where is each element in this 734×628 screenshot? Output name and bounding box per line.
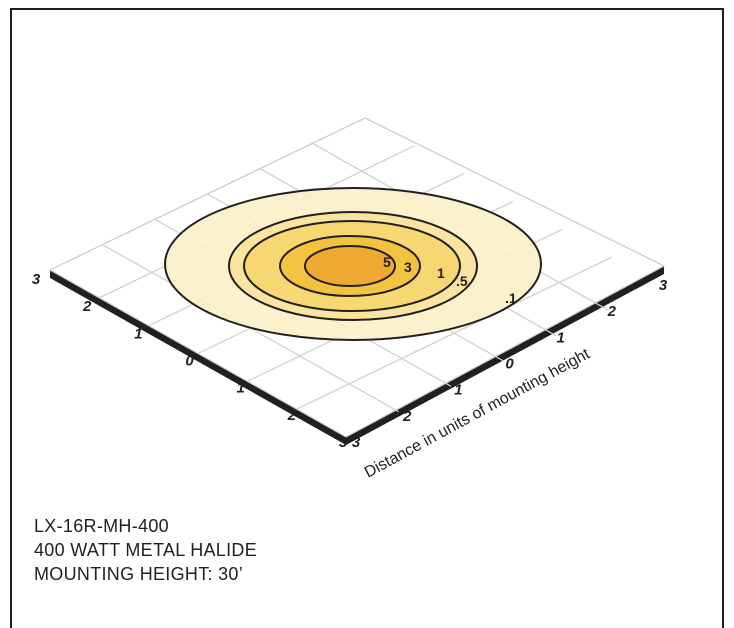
left-axis-tick: 2	[82, 298, 92, 315]
right-axis-tick: 1	[454, 382, 462, 399]
left-axis-tick: 1	[134, 325, 142, 342]
left-axis-tick: 3	[339, 434, 348, 451]
left-axis-ticks: 3 2 1 0 1 2 3	[32, 271, 348, 451]
fixture-model: LX-16R-MH-400	[34, 516, 169, 536]
right-axis-tick: 2	[607, 303, 617, 320]
mounting-height: MOUNTING HEIGHT: 30’	[34, 564, 244, 584]
fixture-info: LX-16R-MH-400 400 WATT METAL HALIDE MOUN…	[34, 514, 257, 586]
contour-label: .5	[456, 273, 468, 289]
right-axis-tick: 2	[402, 408, 412, 425]
left-axis-tick: 2	[287, 407, 297, 424]
contour-label: 3	[404, 259, 412, 275]
contour-label: .1	[505, 290, 517, 306]
contour-5	[304, 245, 396, 287]
right-axis-tick: 1	[556, 329, 564, 346]
contour-labels: .1 .5 1 35	[383, 254, 517, 306]
left-axis-tick: 0	[185, 353, 194, 370]
right-axis-ticks: 3 2 1 0 1 2 3	[352, 277, 668, 451]
lamp-description: 400 WATT METAL HALIDE	[34, 540, 258, 560]
contour-label: 5	[383, 254, 391, 270]
right-axis-tick: 0	[505, 356, 514, 373]
right-axis-tick: 3	[352, 434, 361, 451]
right-axis-tick: 3	[659, 277, 668, 294]
diagram-frame	[10, 8, 724, 628]
left-axis-tick: 1	[236, 380, 244, 397]
contour-label: 1	[437, 265, 445, 281]
isofootcandle-contours	[164, 187, 542, 341]
left-axis-tick: 3	[32, 271, 41, 288]
